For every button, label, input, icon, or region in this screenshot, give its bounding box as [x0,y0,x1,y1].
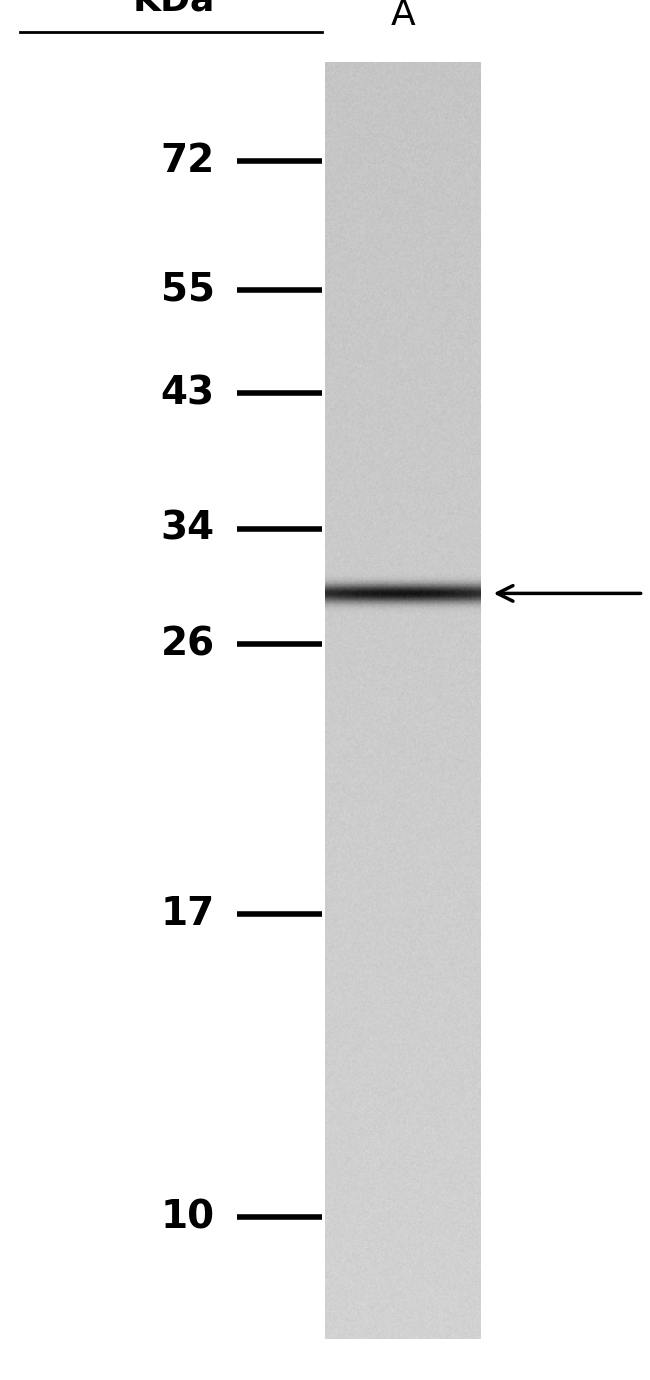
Text: 72: 72 [161,142,215,181]
Text: 10: 10 [161,1198,215,1236]
Text: 17: 17 [161,894,215,933]
Text: 43: 43 [161,374,215,413]
Text: 34: 34 [161,509,215,548]
Text: 55: 55 [161,270,215,309]
Text: KDa: KDa [132,0,214,18]
Text: 26: 26 [161,625,215,664]
Text: A: A [391,0,415,32]
